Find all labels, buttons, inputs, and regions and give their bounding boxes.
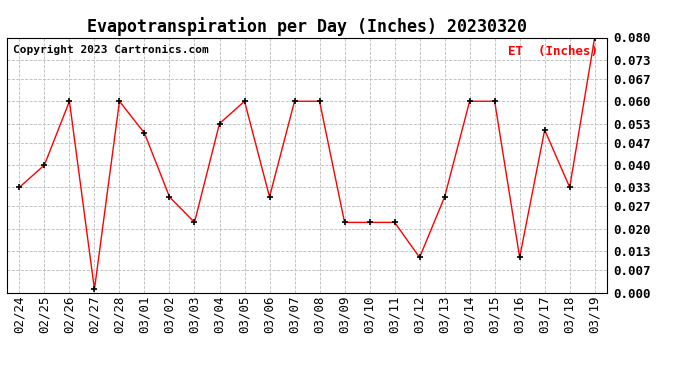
Title: Evapotranspiration per Day (Inches) 20230320: Evapotranspiration per Day (Inches) 2023…	[87, 17, 527, 36]
Text: ET  (Inches): ET (Inches)	[509, 45, 598, 58]
Text: Copyright 2023 Cartronics.com: Copyright 2023 Cartronics.com	[13, 45, 208, 55]
